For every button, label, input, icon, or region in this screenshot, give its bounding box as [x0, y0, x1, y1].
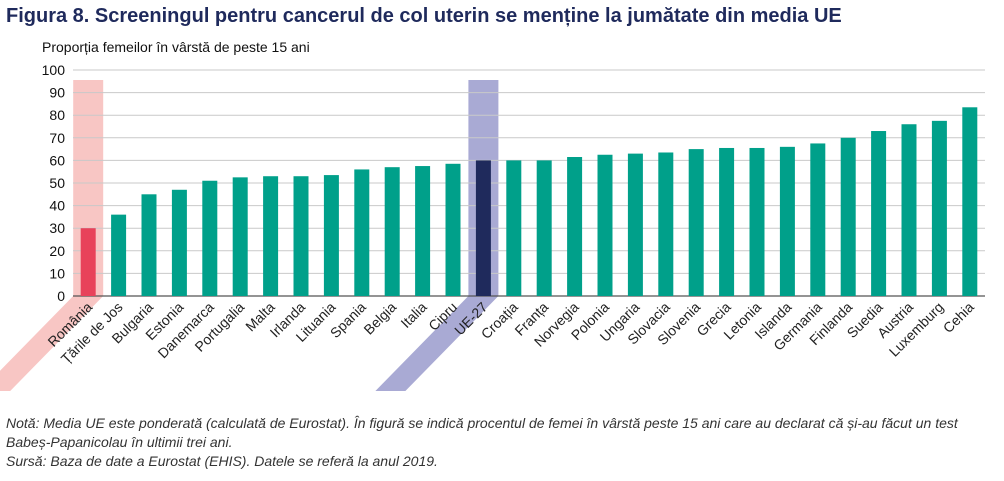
chart-title: Figura 8. Screeningul pentru cancerul de… [6, 5, 842, 27]
bar-4 [202, 180, 218, 296]
bar-19 [658, 152, 674, 296]
bar-9 [354, 169, 370, 296]
highlight-band-strip [375, 296, 499, 391]
bar-29 [962, 107, 978, 296]
bar-22 [749, 147, 765, 296]
bar-6 [263, 176, 279, 296]
bar-11 [415, 166, 431, 296]
bar-2 [141, 194, 157, 296]
y-tick-label: 10 [49, 265, 65, 281]
bar-0 [80, 228, 96, 296]
bar-21 [719, 147, 735, 296]
bar-14 [506, 160, 522, 296]
bar-15 [536, 160, 552, 296]
bar-12 [445, 163, 461, 296]
bars [80, 107, 978, 297]
bar-18 [627, 153, 643, 296]
bar-23 [779, 146, 795, 296]
y-tick-label: 80 [49, 107, 65, 123]
chart-note: Notă: Media UE este ponderată (calculată… [6, 414, 996, 471]
x-tick-label: Belgia [360, 299, 399, 338]
bar-17 [597, 154, 613, 296]
y-tick-label: 40 [49, 198, 65, 214]
y-tick-label: 100 [42, 62, 66, 78]
bar-16 [567, 157, 583, 296]
bar-24 [810, 143, 826, 296]
y-tick-label: 70 [49, 130, 65, 146]
bar-7 [293, 176, 309, 296]
y-axis-ticks: 0 10 20 30 40 50 60 70 80 90 100 [42, 62, 66, 304]
bar-10 [384, 167, 400, 296]
bar-5 [232, 177, 248, 296]
highlight-bands [0, 80, 499, 391]
bar-13 [475, 160, 491, 296]
bar-28 [931, 120, 947, 296]
bar-3 [171, 189, 187, 296]
y-tick-label: 20 [49, 243, 65, 259]
bar-25 [840, 137, 856, 296]
gridlines [73, 69, 985, 297]
bar-27 [901, 124, 917, 297]
bar-20 [688, 149, 704, 296]
y-tick-label: 60 [49, 152, 65, 168]
x-tick-label: Cehia [940, 299, 977, 336]
bar-26 [871, 131, 887, 296]
y-axis-label: Proporția femeilor în vârstă de peste 15… [42, 39, 310, 55]
y-tick-label: 90 [49, 85, 65, 101]
source-text: Sursă: Baza de date a Eurostat (EHIS). D… [6, 453, 438, 469]
bar-1 [111, 214, 127, 296]
y-tick-label: 50 [49, 175, 65, 191]
y-tick-label: 0 [57, 288, 65, 304]
note-text: Notă: Media UE este ponderată (calculată… [6, 415, 958, 450]
bar-8 [323, 175, 339, 296]
y-tick-label: 30 [49, 220, 65, 236]
x-tick-label: Italia [397, 299, 429, 331]
highlight-band-strip [0, 296, 104, 391]
bar-chart: Proporția femeilor în vârstă de peste 15… [0, 39, 985, 391]
